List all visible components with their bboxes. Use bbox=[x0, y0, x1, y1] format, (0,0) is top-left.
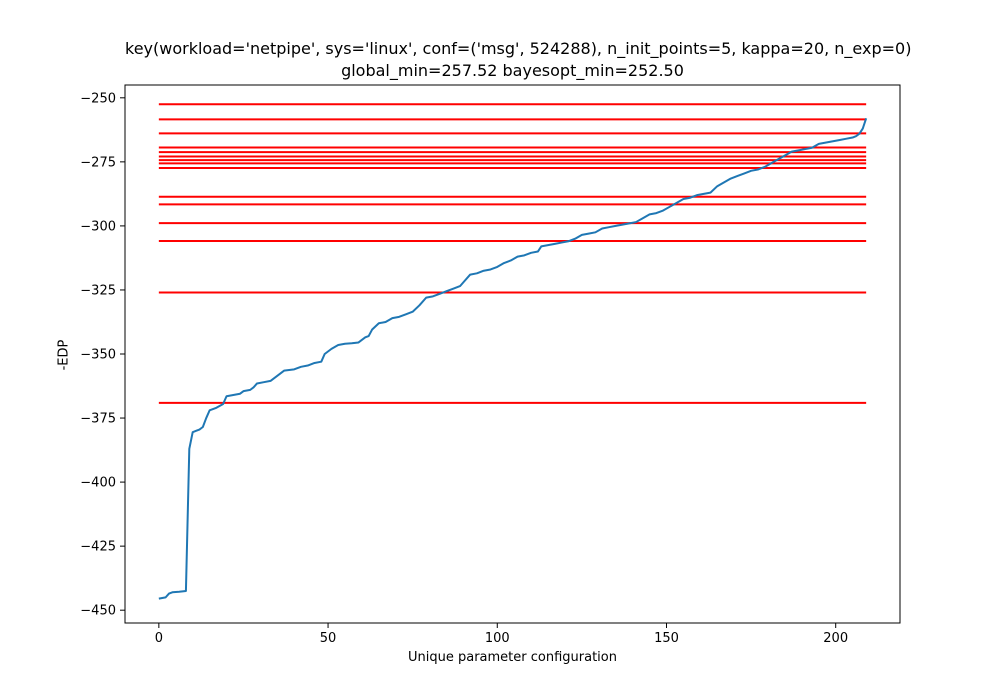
y-tick-label: −350 bbox=[80, 348, 116, 363]
x-tick-label: 100 bbox=[485, 631, 510, 646]
x-tick-label: 200 bbox=[823, 631, 848, 646]
hline-group bbox=[158, 103, 867, 404]
y-tick-label: −425 bbox=[80, 540, 116, 555]
x-axis-label: Unique parameter configuration bbox=[408, 650, 617, 665]
x-tick-label: 50 bbox=[320, 631, 337, 646]
y-tick-label: −275 bbox=[80, 155, 116, 170]
y-tick-label: −325 bbox=[80, 283, 116, 298]
chart-title-line-1: key(workload='netpipe', sys='linux', con… bbox=[125, 39, 912, 58]
y-tick-label: −250 bbox=[80, 91, 116, 106]
y-tick-label: −375 bbox=[80, 412, 116, 427]
series-line-group bbox=[158, 117, 868, 600]
y-tick-label: −450 bbox=[80, 604, 116, 619]
y-tick-label: −400 bbox=[80, 476, 116, 491]
axes-frame bbox=[124, 84, 901, 624]
x-tick-label: 150 bbox=[654, 631, 679, 646]
y-axis-label: -EDP bbox=[56, 339, 72, 371]
x-tick-label: 0 bbox=[155, 631, 163, 646]
chart-title-line-2: global_min=257.52 bayesopt_min=252.50 bbox=[341, 61, 684, 80]
y-tick-label: −300 bbox=[80, 219, 116, 234]
tick-group: 0 50 100 150 200 −250 −275 −300 −325 −350 −375 −400… bbox=[80, 91, 848, 646]
series-line bbox=[158, 117, 868, 600]
